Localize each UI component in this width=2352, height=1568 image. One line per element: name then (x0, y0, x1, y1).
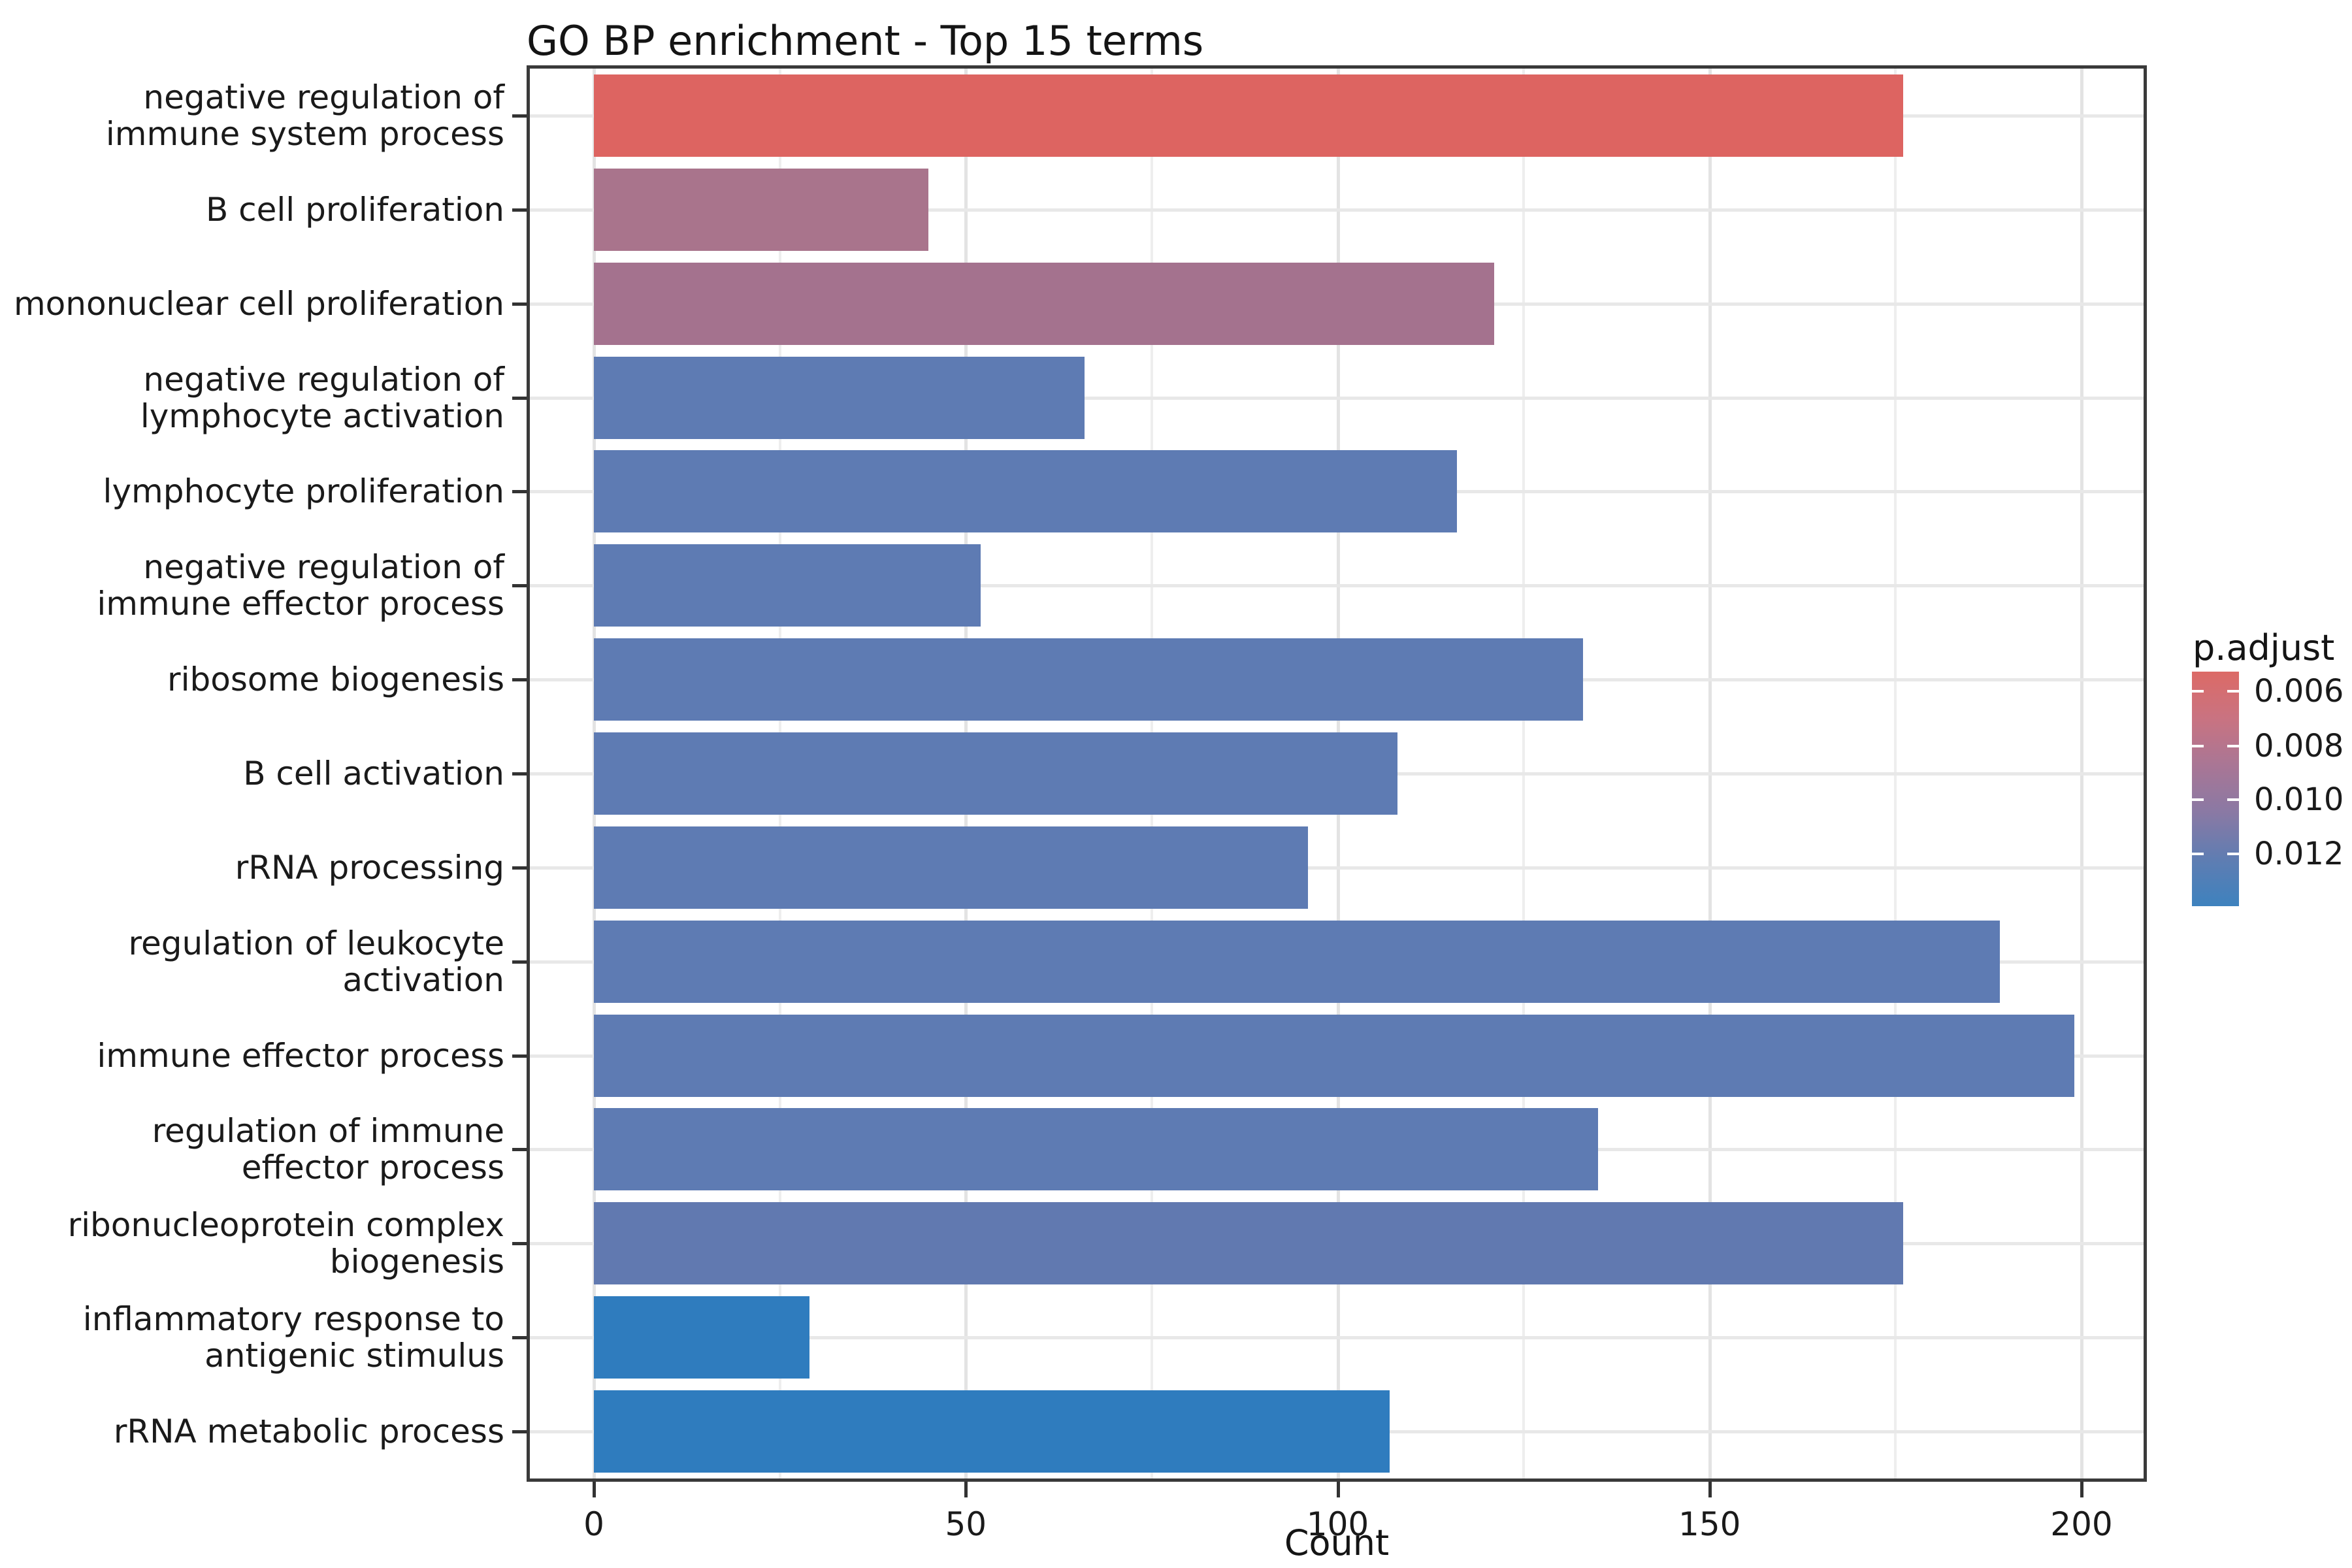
grid-y (530, 396, 2144, 400)
y-axis-label: regulation of immune effector process (152, 1112, 504, 1187)
y-axis-label: ribosome biogenesis (167, 661, 504, 699)
bar (594, 1108, 1598, 1191)
bar (594, 920, 2000, 1003)
y-tick (512, 772, 527, 776)
x-axis-title: Count (1284, 1522, 1390, 1563)
y-tick (512, 866, 527, 870)
y-tick (512, 1336, 527, 1340)
bar (594, 1202, 1903, 1285)
y-tick (512, 1430, 527, 1434)
x-tick-label: 50 (945, 1505, 987, 1543)
x-tick (1708, 1482, 1712, 1497)
x-tick-label: 150 (1678, 1505, 1741, 1543)
colorbar-tick (2227, 798, 2239, 801)
grid-y (530, 208, 2144, 212)
y-axis-label: inflammatory response to antigenic stimu… (82, 1300, 504, 1375)
colorbar-tick (2227, 852, 2239, 855)
y-tick (512, 1242, 527, 1246)
bar (594, 450, 1457, 533)
y-axis-label: mononuclear cell proliferation (13, 284, 504, 323)
x-tick-label: 0 (583, 1505, 604, 1543)
colorbar-tick (2192, 690, 2204, 693)
y-axis-label: negative regulation of immune effector p… (97, 548, 504, 623)
y-tick (512, 1148, 527, 1152)
colorbar-tick (2192, 798, 2204, 801)
grid-y (530, 584, 2144, 588)
legend: p.adjust 0.006 0.008 0.010 0.012 (2176, 627, 2349, 941)
colorbar-tick (2227, 690, 2239, 693)
colorbar-tick-label: 0.008 (2254, 728, 2344, 765)
y-tick (512, 396, 527, 400)
bar (594, 826, 1308, 909)
y-axis-label: immune effector process (97, 1036, 504, 1075)
y-tick (512, 302, 527, 306)
y-axis-label: B cell proliferation (205, 190, 504, 229)
grid-y (530, 1336, 2144, 1340)
bar (594, 638, 1584, 721)
colorbar-tick (2192, 852, 2204, 855)
bar (594, 74, 1903, 157)
legend-title: p.adjust (2193, 627, 2335, 668)
y-axis-label: rRNA metabolic process (113, 1413, 504, 1451)
y-tick (512, 960, 527, 964)
y-axis-label: B cell activation (243, 755, 504, 792)
colorbar-tick (2227, 745, 2239, 748)
bar (594, 544, 981, 627)
x-tick (593, 1482, 596, 1497)
x-tick (964, 1482, 968, 1497)
bar (594, 356, 1085, 439)
grid-y (530, 866, 2144, 870)
y-axis-label: lymphocyte proliferation (103, 472, 504, 511)
colorbar-tick-label: 0.010 (2254, 781, 2344, 818)
y-tick (512, 584, 527, 588)
plot-panel (527, 65, 2147, 1482)
y-axis-label: rRNA processing (235, 848, 504, 887)
y-axis-label: ribonucleoprotein complex biogenesis (67, 1206, 504, 1281)
x-tick (2080, 1482, 2083, 1497)
bar (594, 1296, 810, 1379)
chart-title: GO BP enrichment - Top 15 terms (527, 17, 1204, 65)
colorbar-tick (2192, 745, 2204, 748)
bar (594, 168, 929, 251)
y-axis-label: negative regulation of lymphocyte activa… (140, 360, 504, 435)
x-tick-label: 200 (2050, 1505, 2113, 1543)
colorbar-tick-label: 0.012 (2254, 835, 2344, 872)
bar (594, 1390, 1390, 1473)
bar (594, 1014, 2074, 1097)
y-axis-label: negative regulation of immune system pro… (105, 78, 504, 153)
y-axis-label: regulation of leukocyte activation (128, 924, 505, 999)
bar (594, 732, 1397, 815)
y-tick (512, 678, 527, 682)
x-tick (1336, 1482, 1340, 1497)
y-tick (512, 490, 527, 494)
colorbar-tick-label: 0.006 (2254, 673, 2344, 710)
colorbar-gradient (2192, 672, 2239, 906)
y-tick (512, 1054, 527, 1058)
y-tick (512, 114, 527, 118)
y-tick (512, 208, 527, 212)
bar (594, 262, 1494, 345)
